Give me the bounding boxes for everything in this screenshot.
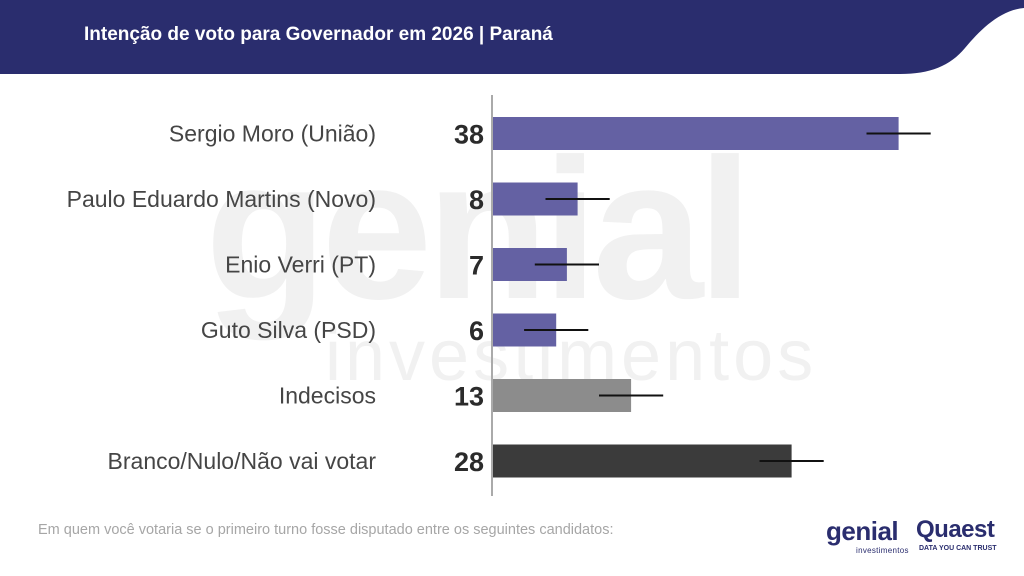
- value-label: 8: [469, 185, 484, 215]
- bar: [492, 444, 792, 478]
- bar-chart: Sergio Moro (União) 38 Paulo Eduardo Marti…: [67, 95, 931, 496]
- value-label: 7: [469, 251, 484, 281]
- bar: [492, 117, 899, 150]
- category-label: Paulo Eduardo Martins (Novo): [67, 186, 376, 212]
- category-label: Enio Verri (PT): [225, 252, 376, 278]
- category-label: Branco/Nulo/Não vai votar: [108, 448, 377, 474]
- header-banner: Intenção de voto para Governador em 2026…: [0, 0, 1024, 80]
- value-label: 13: [454, 382, 484, 412]
- category-label: Guto Silva (PSD): [201, 317, 376, 343]
- category-label: Indecisos: [279, 383, 376, 409]
- genial-logo: genial investimentos: [826, 516, 909, 558]
- genial-logo-sub: investimentos: [856, 546, 909, 555]
- footnote: Em quem você votaria se o primeiro turno…: [38, 522, 614, 538]
- quaest-logo: Quaest DATA YOU CAN TRUST: [916, 516, 997, 558]
- value-label: 6: [469, 316, 484, 346]
- header-background: [0, 0, 1024, 74]
- page-title: Intenção de voto para Governador em 2026…: [84, 24, 553, 45]
- value-label: 28: [454, 447, 484, 477]
- quaest-logo-sub: DATA YOU CAN TRUST: [919, 545, 997, 552]
- category-label: Sergio Moro (União): [169, 121, 376, 147]
- value-label: 38: [454, 120, 484, 150]
- genial-logo-word: genial: [826, 516, 899, 546]
- quaest-logo-word: Quaest: [916, 516, 995, 543]
